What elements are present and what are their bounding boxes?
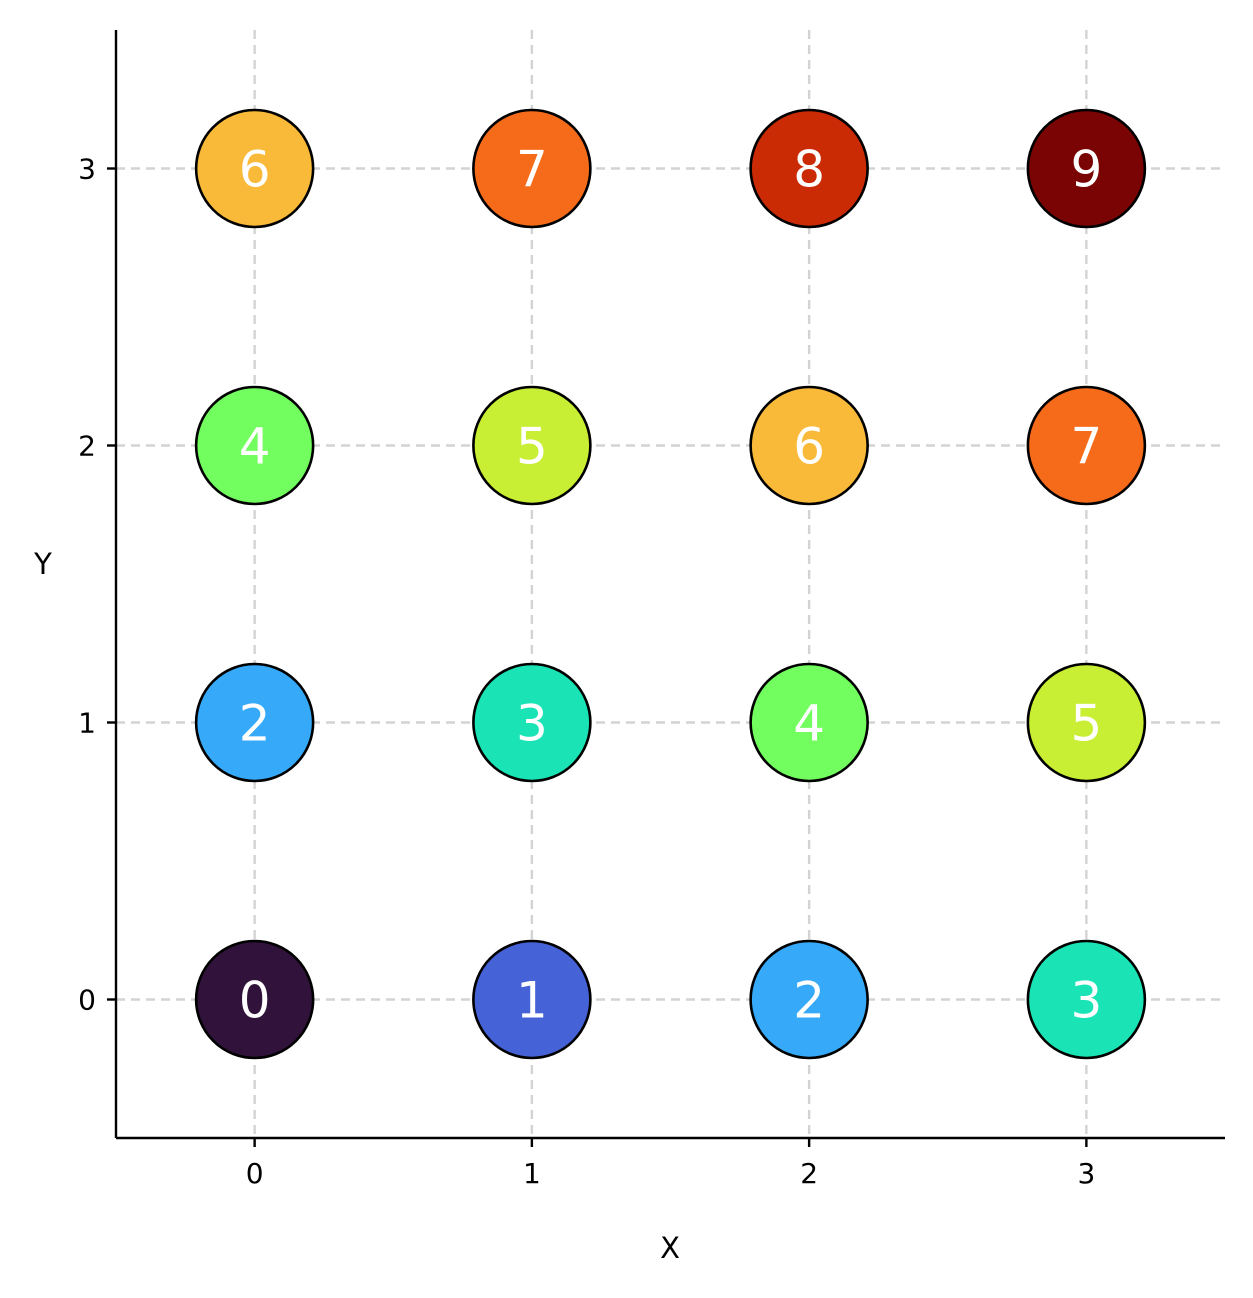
point-value-label: 4	[793, 695, 825, 753]
point-value-label: 0	[239, 972, 271, 1030]
point-marker	[749, 939, 869, 1060]
x-axis-label: X	[660, 1231, 680, 1265]
point-marker	[472, 385, 592, 506]
data-point: 7	[1026, 385, 1147, 506]
point-marker	[749, 662, 869, 783]
data-point: 9	[1026, 108, 1147, 229]
data-point: 5	[1026, 662, 1147, 783]
point-value-label: 3	[1070, 972, 1102, 1030]
point-marker	[472, 939, 592, 1060]
point-value-label: 2	[793, 972, 825, 1030]
y-tick-label: 1	[78, 707, 96, 740]
point-marker	[1026, 662, 1147, 783]
data-point: 7	[472, 108, 592, 229]
data-point: 4	[194, 385, 315, 506]
x-tick-label: 3	[1077, 1157, 1095, 1190]
y-tick-label: 3	[78, 153, 96, 186]
data-point: 6	[194, 108, 315, 229]
point-value-label: 4	[239, 418, 271, 476]
point-value-label: 6	[793, 418, 825, 476]
tick-layer: 0 1 2 3 0 1 2 3	[78, 153, 1095, 1191]
y-tick-label: 2	[78, 430, 96, 463]
point-value-label: 6	[239, 141, 271, 199]
data-point: 6	[749, 385, 869, 506]
data-point: 0	[194, 939, 315, 1060]
y-axis-label: Y	[33, 547, 52, 581]
point-value-label: 7	[516, 141, 548, 199]
y-tick-label: 0	[78, 984, 96, 1017]
data-point: 1	[472, 939, 592, 1060]
data-point: 2	[749, 939, 869, 1060]
point-value-label: 5	[516, 418, 548, 476]
data-point: 3	[1026, 939, 1147, 1060]
point-layer: 0 1 2 3 2 3 4 5 4 5 6 7 6 7 8 9	[194, 108, 1147, 1060]
point-marker	[194, 108, 315, 229]
point-marker	[472, 108, 592, 229]
point-value-label: 3	[516, 695, 548, 753]
data-point: 2	[194, 662, 315, 783]
point-value-label: 8	[793, 141, 825, 199]
point-value-label: 1	[516, 972, 548, 1030]
point-value-label: 7	[1070, 418, 1102, 476]
point-value-label: 2	[239, 695, 271, 753]
point-marker	[1026, 385, 1147, 506]
point-marker	[749, 385, 869, 506]
data-point: 3	[472, 662, 592, 783]
point-marker	[194, 939, 315, 1060]
point-marker	[194, 385, 315, 506]
x-tick-label: 2	[800, 1157, 818, 1190]
point-marker	[472, 662, 592, 783]
data-point: 4	[749, 662, 869, 783]
point-value-label: 5	[1070, 695, 1102, 753]
x-tick-label: 0	[246, 1157, 264, 1190]
point-marker	[1026, 939, 1147, 1060]
data-point: 5	[472, 385, 592, 506]
point-marker	[194, 662, 315, 783]
point-marker	[1026, 108, 1147, 229]
spine-layer	[114, 30, 1225, 1140]
data-point: 8	[749, 108, 869, 229]
x-tick-label: 1	[523, 1157, 541, 1190]
point-marker	[749, 108, 869, 229]
point-value-label: 9	[1070, 141, 1102, 199]
